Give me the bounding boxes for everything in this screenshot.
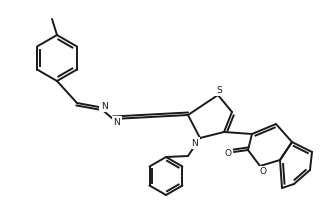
Text: S: S bbox=[216, 86, 222, 95]
Text: N: N bbox=[192, 138, 198, 147]
Text: O: O bbox=[225, 149, 231, 158]
Text: N: N bbox=[114, 117, 120, 126]
Text: O: O bbox=[260, 168, 267, 177]
Text: N: N bbox=[100, 101, 108, 110]
